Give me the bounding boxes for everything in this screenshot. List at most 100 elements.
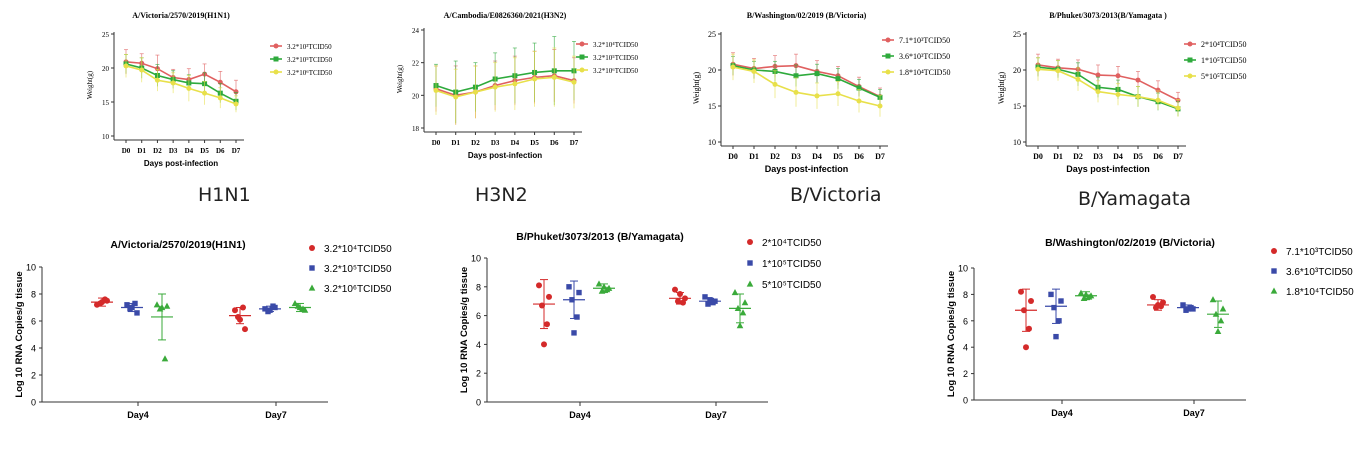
data-point [551, 74, 557, 80]
data-point [453, 94, 459, 100]
series-line [435, 76, 575, 98]
y-tick-label: 22 [412, 60, 420, 68]
data-point [240, 304, 246, 311]
data-point [1077, 289, 1085, 296]
caption-byamagata: B/Yamagata [1078, 188, 1192, 210]
legend-marker [273, 69, 279, 75]
data-point [1185, 306, 1191, 312]
legend-label: 1*10⁵TCID50 [1201, 56, 1246, 65]
data-point [1082, 290, 1090, 297]
x-axis-label: Days post-infection [1066, 164, 1150, 174]
x-tick-label: D7 [232, 147, 241, 155]
data-point [512, 81, 518, 87]
y-tick-label: 2 [476, 369, 481, 379]
y-tick-label: 18 [412, 125, 420, 133]
y-tick-label: 4 [31, 344, 36, 354]
data-point [1214, 327, 1222, 334]
data-point [1150, 294, 1156, 301]
series-line [1037, 64, 1179, 101]
x-tick-label: D6 [216, 147, 225, 155]
x-axis-label: Days post-infection [765, 164, 849, 174]
data-point [546, 293, 552, 300]
y-tick-label: 6 [31, 317, 36, 327]
legend-label: 1.8*10⁴TCID50 [899, 68, 950, 77]
data-point [1026, 325, 1032, 332]
legend-label: 3.2*10⁵TCID50 [324, 264, 392, 275]
x-tick-label: D3 [791, 152, 801, 161]
data-point [99, 299, 105, 306]
y-tick-label: 15 [1013, 102, 1021, 111]
data-point [1209, 296, 1217, 303]
data-point [132, 300, 138, 307]
x-tick-label: Day4 [569, 410, 591, 420]
x-axis-label: Days post-infection [468, 151, 542, 160]
caption-bvictoria: B/Victoria [790, 184, 882, 206]
legend-marker [747, 260, 753, 266]
data-point [856, 85, 862, 91]
x-tick-label: D1 [451, 139, 460, 147]
data-point [751, 68, 757, 74]
legend-label: 5*10⁵TCID50 [1201, 72, 1246, 81]
y-tick-label: 10 [471, 254, 481, 264]
series-2 [730, 55, 883, 106]
legend-marker [309, 265, 315, 271]
data-point [1212, 310, 1220, 317]
data-point [1219, 305, 1227, 312]
data-point [731, 289, 739, 296]
weight-chart-h3n2: A/Cambodia/E0826360/2021(H3N2) 18 20 22 24 D0… [378, 6, 640, 174]
legend-marker [885, 37, 891, 43]
chart-title: A/Victoria/2570/2019(H1N1) [110, 239, 245, 251]
series-3 [1075, 289, 1229, 334]
x-tick-label: D2 [153, 147, 162, 155]
data-point [472, 89, 478, 95]
y-tick-label: 25 [708, 30, 716, 39]
data-point [544, 321, 550, 328]
y-tick-label: 15 [708, 102, 716, 111]
data-point [217, 95, 223, 101]
weight-chart-h1n1-svg: A/Victoria/2570/2019(H1N1) 10 15 20 25 D0 D1 D2… [86, 11, 333, 168]
legend-label: 3.2*10⁶TCID50 [593, 67, 639, 75]
data-point [170, 80, 176, 86]
data-point [856, 98, 862, 104]
legend-marker [579, 54, 585, 60]
x-tick-label: D6 [1153, 152, 1163, 161]
data-point [600, 283, 608, 290]
y-tick-label: 0 [963, 396, 968, 406]
data-point [1175, 105, 1181, 111]
legend-marker [579, 41, 585, 47]
x-tick-label: Day7 [1183, 408, 1205, 418]
data-point [1048, 291, 1054, 298]
series-line [125, 61, 237, 93]
data-point [675, 298, 681, 305]
data-point [1075, 76, 1081, 82]
data-point [1095, 72, 1101, 78]
legend-label: 1.8*10⁴TCID50 [1286, 287, 1354, 298]
x-tick-label: Day7 [265, 410, 287, 420]
y-tick-label: 10 [1013, 138, 1021, 147]
y-tick-label: 20 [708, 66, 716, 75]
x-tick-label: D7 [570, 139, 579, 147]
y-tick-label: 10 [26, 263, 36, 273]
data-point [1018, 288, 1024, 295]
weight-chart-byamagata-svg: B/Phuket/3073/2013(B/Yamagata ) 10 15 20 25 D… [997, 11, 1246, 174]
legend-marker [309, 245, 315, 251]
rna-chart-byamagata-svg: B/Phuket/3073/2013 (B/Yamagata) 0 2 4 6 8 10 Da… [459, 231, 822, 420]
y-tick-label: 8 [476, 282, 481, 292]
y-tick-label: 24 [412, 27, 420, 35]
x-tick-label: Day4 [127, 410, 149, 420]
data-point [124, 302, 130, 308]
legend-label: 3.2*10⁴TCID50 [593, 41, 639, 49]
legend-label: 1*10⁵TCID50 [762, 259, 822, 270]
legend-label: 3.2*10⁶TCID50 [287, 69, 333, 77]
x-tick-label: D1 [137, 147, 146, 155]
x-tick-label: D4 [812, 152, 822, 161]
legend-label: 3.2*10⁵TCID50 [287, 56, 333, 64]
x-tick-label: D0 [1033, 152, 1043, 161]
series-line [125, 65, 237, 105]
data-point [1135, 77, 1141, 83]
legend-label: 3.2*10⁶TCID50 [324, 284, 392, 295]
y-axis-label: Weight(g) [86, 70, 94, 99]
data-point [1053, 333, 1059, 340]
series-3 [1035, 57, 1181, 117]
data-point [1217, 317, 1225, 324]
